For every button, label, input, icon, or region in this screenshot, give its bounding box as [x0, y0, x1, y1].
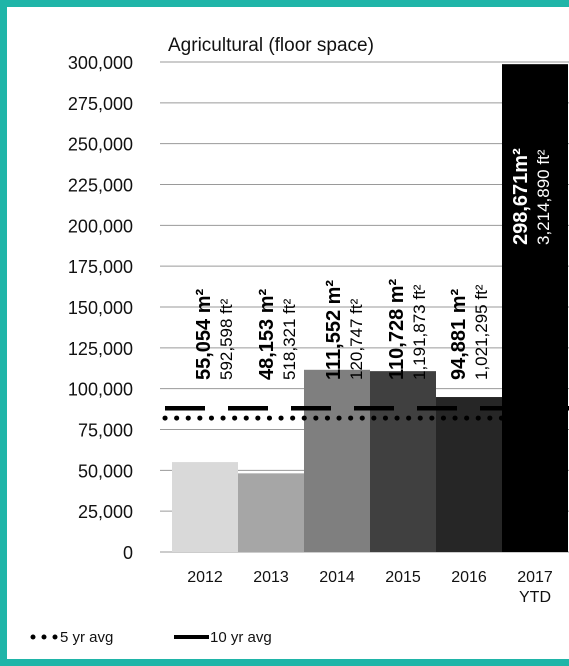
bar-value-label: 111,552 m² 120,747 ft²: [323, 280, 366, 380]
legend-label-10yr: 10 yr avg: [210, 629, 272, 646]
bar-2016: [436, 397, 502, 552]
x-category-label: 2016: [451, 569, 487, 586]
bar-value-m2: 55,054 m²: [193, 288, 215, 380]
y-tick-label: 0: [123, 543, 133, 563]
x-category-label: YTD: [519, 589, 551, 606]
bar-value-ft2: 3,214,890 ft²: [534, 149, 553, 245]
bar-value-m2: 94,881 m²: [448, 288, 470, 380]
bar-labels: 55,054 m² 592,598 ft² 48,153 m² 518,321 ft²…: [193, 148, 553, 380]
legend-10yr-avg: 10 yr avg: [174, 629, 272, 646]
bar-value-m2: 110,728 m²: [386, 278, 408, 380]
bar-2012: [172, 462, 238, 552]
y-tick-label: 125,000: [68, 339, 133, 359]
y-tick-label: 175,000: [68, 257, 133, 277]
x-category-label: 2014: [319, 569, 355, 586]
y-tick-label: 225,000: [68, 176, 133, 196]
bar-value-m2: 111,552 m²: [323, 280, 345, 380]
bar-value-label: 94,881 m² 1,021,295 ft²: [448, 284, 491, 380]
legend-5yr-avg: 5 yr avg: [30, 629, 113, 646]
bar-2015: [370, 371, 436, 552]
y-tick-label: 50,000: [78, 461, 133, 481]
reference-lines: [162, 406, 569, 421]
bar-value-label: 55,054 m² 592,598 ft²: [193, 288, 236, 380]
bar-2017-ytd: [502, 64, 568, 552]
bar-2014: [304, 369, 370, 552]
y-tick-label: 200,000: [68, 216, 133, 236]
bars: [172, 64, 568, 552]
y-tick-label: 75,000: [78, 421, 133, 441]
y-tick-label: 150,000: [68, 298, 133, 318]
chart-title: Agricultural (floor space): [168, 35, 374, 56]
x-category-label: 2015: [385, 569, 421, 586]
legend: 5 yr avg 10 yr avg: [30, 629, 272, 646]
x-category-label: 2013: [253, 569, 289, 586]
bar-value-ft2: 518,321 ft²: [280, 298, 299, 380]
bar-value-label: 110,728 m² 1,191,873 ft²: [386, 278, 429, 380]
y-tick-label: 300,000: [68, 53, 133, 73]
x-category-label: 2017: [517, 569, 553, 586]
bar-value-ft2: 1,021,295 ft²: [472, 284, 491, 380]
x-category-label: 2012: [187, 569, 223, 586]
bar-value-m2: 298,671m²: [510, 148, 532, 245]
bar-value-ft2: 120,747 ft²: [347, 298, 366, 380]
legend-label-5yr: 5 yr avg: [60, 629, 113, 646]
bar-value-label: 298,671m² 3,214,890 ft²: [510, 148, 553, 245]
y-axis-ticks: 0 25,000 50,000 75,000 100,000 125,000 150,000…: [68, 53, 133, 563]
y-tick-label: 100,000: [68, 380, 133, 400]
x-axis-categories: 2012 2013 2014 2015 2016 2017 YTD: [187, 569, 553, 606]
bar-value-label: 48,153 m² 518,321 ft²: [256, 288, 299, 380]
bar-value-m2: 48,153 m²: [256, 288, 278, 380]
bar-2013: [238, 473, 304, 552]
y-tick-label: 25,000: [78, 502, 133, 522]
bar-value-ft2: 592,598 ft²: [217, 298, 236, 380]
y-tick-label: 275,000: [68, 94, 133, 114]
y-tick-label: 250,000: [68, 135, 133, 155]
bar-value-ft2: 1,191,873 ft²: [410, 284, 429, 380]
